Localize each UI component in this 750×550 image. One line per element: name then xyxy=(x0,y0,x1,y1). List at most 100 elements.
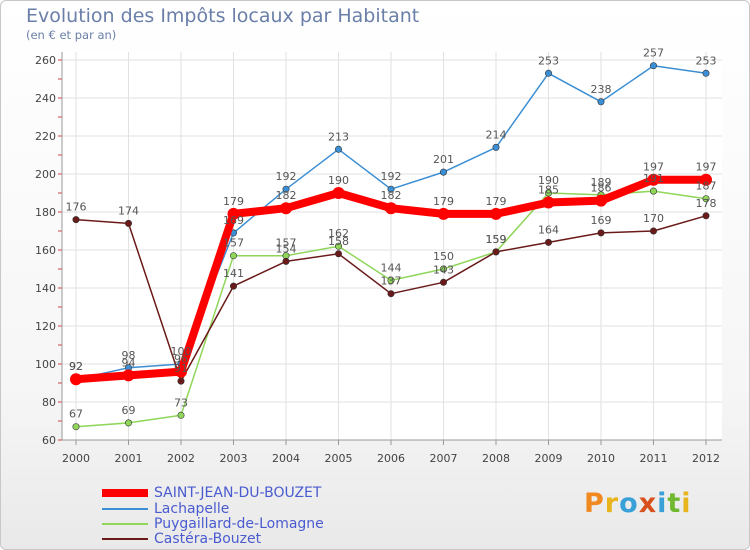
legend-swatch xyxy=(102,489,148,497)
data-label: 94 xyxy=(122,356,136,369)
grid xyxy=(62,52,722,441)
data-point xyxy=(387,276,395,284)
data-label: 69 xyxy=(122,404,136,417)
data-point xyxy=(334,145,342,153)
data-point xyxy=(230,282,238,290)
data-label: 141 xyxy=(223,267,244,280)
data-label: 157 xyxy=(223,237,244,250)
data-label: 197 xyxy=(696,161,717,174)
axes: 60 80 100 120 140 160 180 200 220 240 260 2000 2001 2… xyxy=(35,52,722,465)
data-point xyxy=(334,242,342,250)
data-point xyxy=(439,278,447,286)
y-tick-label: 80 xyxy=(42,396,56,409)
data-point xyxy=(490,207,502,220)
legend-swatch xyxy=(102,538,148,540)
data-label: 154 xyxy=(276,242,297,255)
data-point xyxy=(72,216,80,224)
data-point xyxy=(649,187,657,195)
legend-swatch xyxy=(102,523,148,525)
data-point xyxy=(700,173,712,186)
data-label: 157 xyxy=(276,237,297,250)
data-point xyxy=(649,62,657,70)
data-point xyxy=(125,219,133,227)
x-tick-label: 2001 xyxy=(115,452,143,465)
data-point xyxy=(597,229,605,237)
data-point xyxy=(334,250,342,258)
logo-letter: P xyxy=(584,488,605,519)
data-point xyxy=(542,196,555,209)
logo-letter: i xyxy=(657,488,668,519)
data-label: 143 xyxy=(433,263,454,276)
data-label: 162 xyxy=(328,227,349,240)
data-label: 178 xyxy=(696,197,717,210)
data-label: 185 xyxy=(538,184,559,197)
data-label: 158 xyxy=(328,235,349,248)
plot-area xyxy=(62,52,722,440)
data-point xyxy=(280,202,292,215)
data-label: 189 xyxy=(591,176,612,189)
data-label: 182 xyxy=(276,189,297,202)
series-layer xyxy=(70,62,712,431)
logo-letter: x xyxy=(638,488,658,519)
data-label: 190 xyxy=(538,174,559,187)
chart-title: Evolution des Impôts locaux par Habitant xyxy=(26,5,420,27)
data-label: 100 xyxy=(171,345,192,358)
data-label: 67 xyxy=(69,408,83,421)
x-tick-label: 2004 xyxy=(272,452,300,465)
y-tick-label: 260 xyxy=(35,54,56,67)
logo-letter: o xyxy=(619,488,639,519)
y-tick-label: 200 xyxy=(35,168,56,181)
data-label: 159 xyxy=(486,233,507,246)
data-point xyxy=(230,252,238,260)
data-point xyxy=(122,369,135,382)
data-label: 179 xyxy=(223,195,244,208)
data-label: 192 xyxy=(381,170,402,183)
data-point xyxy=(437,207,450,220)
x-tick-label: 2005 xyxy=(325,452,353,465)
data-label: 238 xyxy=(591,83,612,96)
x-tick-label: 2000 xyxy=(62,452,90,465)
x-tick-label: 2011 xyxy=(640,452,668,465)
data-label: 169 xyxy=(591,214,612,227)
data-label: 159 xyxy=(486,233,507,246)
y-tick-label: 60 xyxy=(42,434,56,447)
data-label: 190 xyxy=(328,174,349,187)
x-tick-label: 2008 xyxy=(482,452,510,465)
data-point xyxy=(439,265,447,273)
data-label: 176 xyxy=(66,201,87,214)
data-label: 179 xyxy=(486,195,507,208)
data-label: 73 xyxy=(174,396,188,409)
data-label: 170 xyxy=(643,212,664,225)
legend-label: Puygaillard-de-Lomagne xyxy=(154,516,324,532)
legend-swatch xyxy=(102,508,148,510)
x-tick-label: 2012 xyxy=(692,452,720,465)
data-label: 92 xyxy=(69,360,83,373)
data-point xyxy=(332,187,345,199)
x-tick-label: 2006 xyxy=(377,452,405,465)
x-tick-label: 2003 xyxy=(220,452,248,465)
legend-label: Castéra-Bouzet xyxy=(154,531,262,547)
data-label: 214 xyxy=(486,128,507,141)
x-tick-label: 2009 xyxy=(535,452,563,465)
data-label: 213 xyxy=(328,130,349,143)
data-point xyxy=(387,290,395,298)
data-label: 179 xyxy=(433,195,454,208)
data-point xyxy=(72,423,80,431)
data-point xyxy=(702,212,710,220)
x-tick-label: 2007 xyxy=(430,452,458,465)
y-tick-label: 100 xyxy=(35,358,56,371)
y-tick-label: 120 xyxy=(35,320,56,333)
chart-subtitle: (en € et par an) xyxy=(26,28,117,42)
y-tick-label: 160 xyxy=(35,244,56,257)
y-tick-label: 220 xyxy=(35,130,56,143)
data-label: 169 xyxy=(223,214,244,227)
y-tick-label: 140 xyxy=(35,282,56,295)
data-label: 164 xyxy=(538,223,559,236)
data-label: 197 xyxy=(643,161,664,174)
proxiti-logo: Proxiti xyxy=(584,488,692,519)
data-label: 192 xyxy=(276,170,297,183)
data-point xyxy=(282,257,290,265)
data-point xyxy=(70,373,82,386)
data-point xyxy=(385,202,397,215)
data-point xyxy=(439,168,447,176)
